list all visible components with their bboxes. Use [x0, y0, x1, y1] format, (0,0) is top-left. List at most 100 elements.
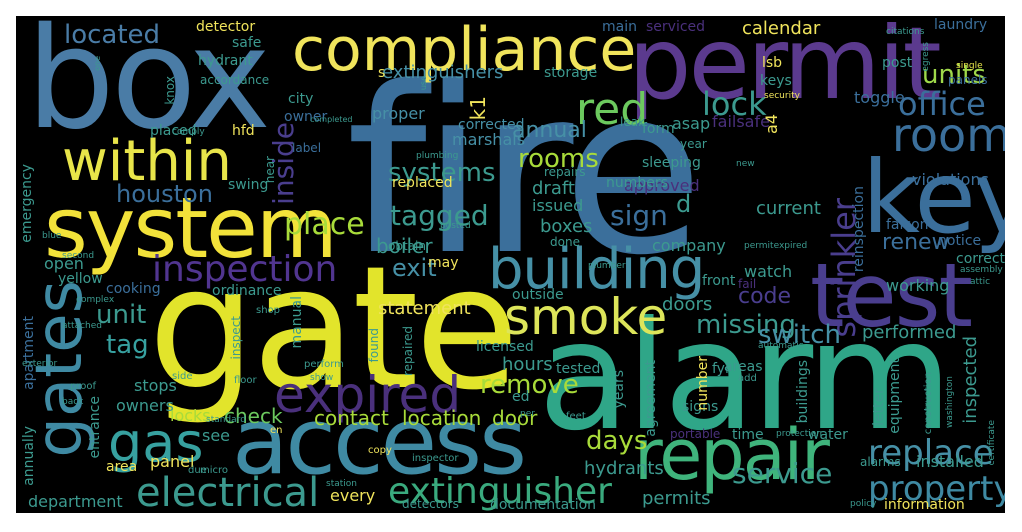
word-location: location — [402, 406, 482, 430]
word-exit: exit — [392, 254, 437, 282]
word-inspected: inspected — [960, 336, 981, 424]
word-s: s — [378, 65, 386, 81]
word-corrected: corrected — [458, 117, 525, 133]
word-main: main — [602, 19, 637, 35]
word-correct: correct — [956, 251, 1005, 267]
word-washington: washington — [945, 376, 955, 428]
word-houston: houston — [116, 180, 213, 208]
word-manual: manual — [289, 296, 305, 349]
word-single: single — [956, 61, 983, 71]
word-draft: draft — [532, 178, 575, 199]
word-station: station — [326, 479, 357, 489]
word-fail: fail — [738, 277, 757, 291]
word-repair: repair — [634, 414, 830, 496]
word-room: room — [892, 108, 1005, 162]
word-doors: doors — [662, 294, 713, 315]
word-every: every — [330, 486, 376, 505]
word-repairs: repairs — [544, 165, 586, 179]
word-alarms: alarms — [860, 455, 901, 469]
word-failsafe: failsafe — [712, 112, 770, 131]
word-proper: proper — [372, 104, 425, 123]
word-micro: micro — [200, 465, 229, 476]
word-repaired: repaired — [401, 326, 415, 377]
word-complex: complex — [76, 295, 115, 305]
word-tagged: tagged — [390, 199, 489, 232]
word-detector: detector — [196, 19, 256, 35]
word-second: second — [62, 251, 95, 261]
word-policy: policy — [850, 499, 877, 509]
word-toggle: toggle — [854, 88, 905, 107]
word-keys: keys — [760, 73, 792, 89]
word-construction: construction — [923, 372, 934, 435]
word-use: use — [419, 76, 428, 91]
word-number: number — [695, 356, 711, 411]
word-ordinance: ordinance — [212, 283, 282, 299]
word-protection: protection — [776, 429, 822, 439]
word-ed: ed — [512, 389, 530, 405]
word-sign: sign — [610, 199, 668, 232]
word-post: post — [882, 55, 913, 71]
word-due: due — [188, 465, 207, 476]
word-office: office — [898, 85, 986, 123]
word-permitexpired: permitexpired — [744, 241, 808, 251]
word-expired: expired — [274, 366, 462, 424]
word-replaced: replaced — [392, 175, 453, 191]
word-city: city — [288, 91, 314, 107]
word-automatic: automatic — [758, 341, 804, 351]
word-violations: violations — [912, 170, 989, 189]
word-exterior: exterior — [22, 359, 58, 369]
word-safe: safe — [232, 35, 262, 51]
word-stops: stops — [134, 376, 177, 395]
word-cloud: fire gate alarm box permit access system… — [16, 16, 1005, 513]
word-statement: statement — [378, 298, 471, 319]
word-documentation: documentation — [490, 497, 597, 513]
word-blue: blue — [42, 231, 62, 241]
word-equipment: equipment — [887, 358, 903, 434]
word-system: system — [44, 179, 338, 277]
word-panels: panels — [948, 73, 988, 87]
word-code: code — [738, 284, 792, 309]
word-citations: citations — [886, 27, 925, 37]
word-completed: completed — [310, 115, 353, 124]
word-tested: tested — [556, 361, 601, 377]
word-replace: replace — [868, 433, 994, 473]
word-signs: signs — [682, 399, 719, 415]
word-plumbing: plumbing — [416, 151, 459, 161]
word-lsb: lsb — [762, 55, 783, 71]
word-perform: perform — [304, 359, 344, 370]
word-accordance: accordance — [200, 73, 270, 87]
word-marshals: marshals — [452, 130, 526, 149]
word-serviced: serviced — [646, 19, 706, 35]
word-en: en — [270, 425, 283, 436]
word-owners: owners — [116, 396, 174, 415]
word-d: d — [676, 190, 692, 218]
word-inspection: inspection — [152, 249, 338, 290]
word-asap: asap — [672, 114, 711, 133]
word-compliance: compliance — [292, 16, 637, 85]
word-key: key — [862, 139, 1005, 256]
word-yellow: yellow — [58, 271, 103, 287]
word-see: see — [202, 426, 231, 445]
word-falcon: falcon — [886, 217, 929, 233]
word-years: years — [611, 370, 627, 409]
word-locks: locks — [170, 406, 211, 425]
word-calendar: calendar — [742, 18, 821, 39]
word-gas: gas — [108, 411, 204, 474]
word-extinguisher: extinguisher — [388, 471, 612, 512]
word-one: one — [93, 56, 102, 71]
word-side: side — [172, 371, 193, 382]
word-access: access — [232, 388, 527, 495]
word-inspect: inspect — [229, 316, 243, 360]
word-swing: swing — [228, 177, 269, 193]
word-obtain: obtain — [388, 239, 426, 253]
word-buildings: buildings — [795, 360, 811, 424]
word-reinspection: reinspection — [851, 186, 867, 273]
word-missing: missing — [696, 310, 796, 340]
word-laundry: laundry — [934, 17, 988, 33]
word-rooms: rooms — [518, 144, 599, 174]
word-areas: areas — [724, 359, 763, 375]
word-current: current — [756, 198, 821, 219]
word-may: may — [428, 255, 459, 271]
word-outside: outside — [512, 287, 564, 303]
word-apartment: apartment — [21, 316, 37, 390]
